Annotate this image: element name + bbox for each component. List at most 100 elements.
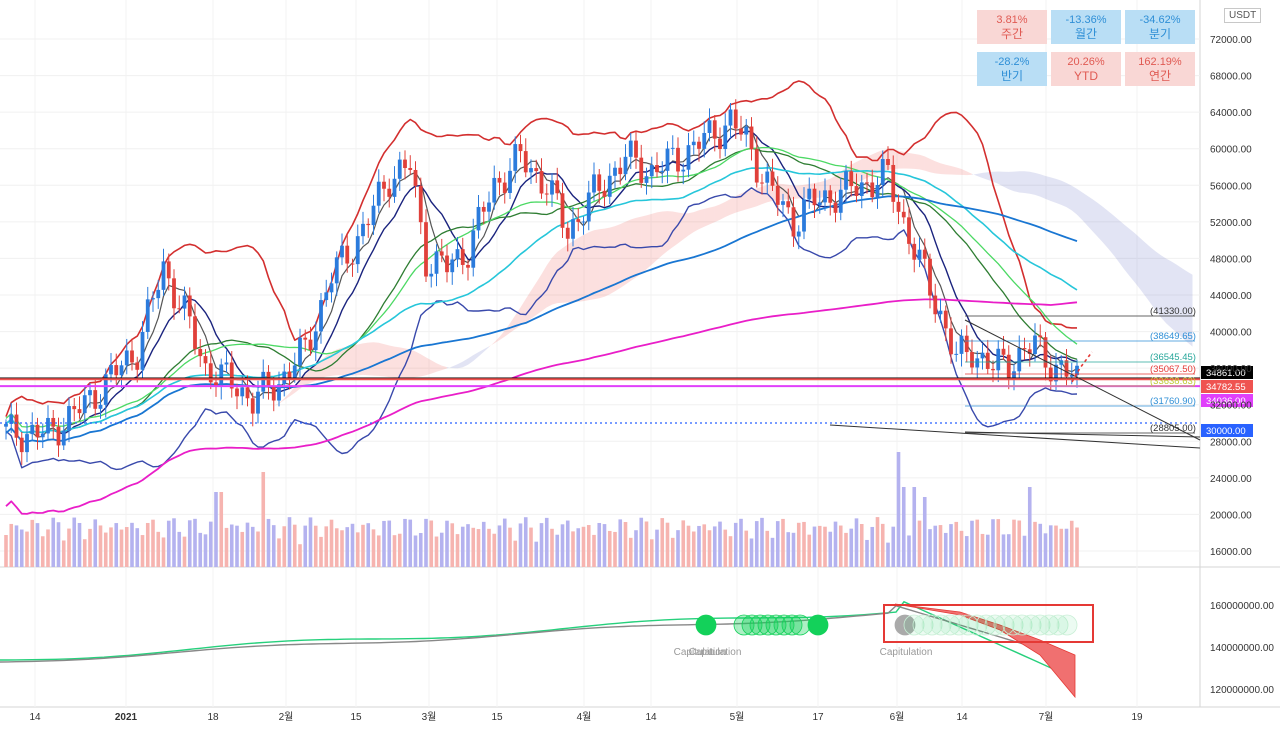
signal-dot <box>773 614 795 636</box>
candle-body <box>471 230 476 268</box>
candle-body <box>875 184 880 198</box>
volume-bar <box>224 527 229 567</box>
cloud-segment <box>1161 255 1167 324</box>
signal-dot <box>757 614 779 636</box>
volume-bar <box>975 519 980 567</box>
signal-dot <box>984 614 1006 636</box>
main-pane[interactable] <box>0 0 1200 567</box>
time-axis-labels: 14 2021 18 2월 15 3월 15 4월 14 5월 17 6월 14 7월 19 <box>29 711 1143 723</box>
cloud-segment <box>662 211 668 256</box>
candle-body <box>193 316 197 349</box>
cloud-segment <box>1061 180 1067 208</box>
candle-body <box>1038 335 1043 338</box>
price-tag-bg <box>1201 380 1253 393</box>
cloud-segment <box>1082 192 1088 226</box>
signal-dot <box>1038 614 1060 636</box>
perf-label: 반기 <box>1000 69 1024 83</box>
candle-body <box>949 328 953 355</box>
cloud-segment <box>903 151 909 169</box>
volume-bar <box>592 534 596 567</box>
candle-body <box>954 353 959 355</box>
candle-body <box>739 128 743 135</box>
candle-body <box>917 249 922 260</box>
candle-body <box>943 310 948 329</box>
volume-bar <box>471 527 476 567</box>
volume-bar <box>838 525 843 567</box>
volume-bar <box>875 517 880 567</box>
volume-bar <box>25 531 29 567</box>
volume-bar <box>51 517 56 567</box>
volume-bar <box>497 525 502 567</box>
candle-body <box>802 199 806 232</box>
cloud-segment <box>452 364 458 369</box>
candle-body <box>61 430 66 446</box>
volume-bar <box>844 532 848 567</box>
volume-bar <box>1038 523 1043 567</box>
cloud-segment <box>604 227 610 297</box>
price-tick-label: 52000.00 <box>1210 218 1252 229</box>
cloud-segment <box>1019 171 1025 194</box>
candle-body <box>103 374 108 405</box>
signal-dot <box>807 614 829 636</box>
perf-half-year: -28.2% 반기 <box>977 52 1047 86</box>
volume-bar <box>182 536 187 567</box>
cloud-segment <box>709 206 715 225</box>
signal-label: Capitulation <box>689 647 742 658</box>
cloud-segment <box>1150 247 1156 311</box>
cloud-segment <box>431 360 437 374</box>
volume-bar <box>114 523 119 567</box>
volume-bar <box>397 533 402 567</box>
signal-dot <box>741 614 763 636</box>
volume-bar <box>1012 519 1016 567</box>
volume-bar <box>219 492 224 567</box>
candle-body <box>1033 335 1037 355</box>
candle-body <box>508 170 512 193</box>
volume-bar <box>539 523 544 567</box>
volume-bar <box>439 532 444 567</box>
cloud-segment <box>357 343 363 376</box>
volume-bar <box>823 526 827 567</box>
price-tick-label: 40000.00 <box>1210 328 1252 339</box>
candle-body <box>313 331 318 351</box>
candle-body <box>424 222 428 277</box>
cloud-segment <box>945 164 951 175</box>
candle-body <box>565 227 570 239</box>
currency-label[interactable]: USDT <box>1224 8 1262 23</box>
volume-bar <box>135 528 140 567</box>
candle-body <box>886 159 890 165</box>
volume-bar <box>980 533 985 567</box>
candle-body <box>912 243 917 260</box>
volume-bar <box>56 522 61 567</box>
volume-bar <box>991 519 995 567</box>
cloud-segment <box>531 282 537 319</box>
candle-body <box>649 165 654 177</box>
volume-bar <box>172 518 176 567</box>
volume-bar <box>124 527 129 567</box>
cloud-segment <box>725 198 731 218</box>
volume-bar <box>807 534 812 567</box>
volume-bar <box>319 536 323 567</box>
cloud-segment <box>363 342 369 376</box>
signal-dot <box>1002 614 1024 636</box>
perf-value: 20.26% <box>1067 56 1105 68</box>
candle-body <box>56 426 61 446</box>
cloud-segment <box>1119 220 1125 270</box>
volume-bar <box>534 541 539 567</box>
candle-body <box>476 206 481 231</box>
fib-level-label: (41330.00) <box>1150 306 1196 317</box>
volume-bar <box>733 522 738 567</box>
cloud-segment <box>982 172 988 180</box>
candle-body <box>775 185 780 205</box>
volume-bar <box>712 526 717 567</box>
volume-bar <box>581 526 586 567</box>
candle-body <box>670 147 675 149</box>
candle-body <box>723 125 728 150</box>
time-tick-label: 5월 <box>730 711 745 723</box>
trendline <box>964 431 1201 438</box>
cloud-segment <box>615 224 621 292</box>
cloud-segment <box>494 336 500 344</box>
candle-body <box>382 181 386 189</box>
cloud-segment <box>1029 171 1035 195</box>
candle-body <box>544 193 549 195</box>
